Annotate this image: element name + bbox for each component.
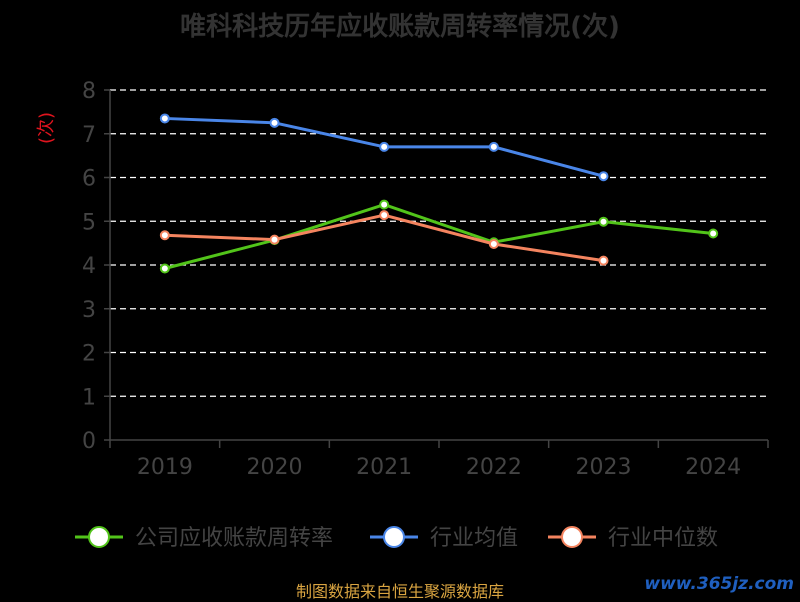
data-point[interactable]	[159, 113, 170, 124]
legend-item[interactable]: 公司应收账款周转率	[75, 526, 333, 551]
data-point[interactable]	[598, 216, 609, 227]
legend-item[interactable]: 行业均值	[370, 526, 518, 551]
series-group	[159, 113, 609, 182]
x-tick-label: 2019	[137, 455, 193, 480]
series-line	[164, 203, 714, 270]
y-tick-label: 3	[82, 298, 96, 323]
legend: 公司应收账款周转率 行业均值 行业中位数	[75, 526, 718, 551]
y-tick-label: 2	[82, 342, 96, 367]
x-tick-labels: 2019 2020 2021 2022 2023 2024	[137, 455, 741, 480]
y-tick-label: 8	[82, 79, 96, 104]
data-point[interactable]	[269, 234, 280, 245]
data-point[interactable]	[269, 117, 280, 128]
legend-marker	[383, 526, 405, 548]
axes	[104, 89, 769, 448]
legend-label: 行业均值	[430, 526, 518, 551]
y-tick-label: 7	[82, 123, 96, 148]
data-point[interactable]	[159, 230, 170, 241]
chart-title: 唯科科技历年应收账款周转率情况(次)	[180, 12, 620, 42]
y-tick-label: 4	[82, 254, 96, 279]
data-point[interactable]	[488, 239, 499, 249]
legend-marker	[88, 526, 110, 548]
data-point[interactable]	[598, 171, 609, 182]
y-tick-labels: 0 1 2 3 4 5 6 7 8	[82, 79, 96, 454]
data-point[interactable]	[598, 255, 609, 266]
data-source-note: 制图数据来自恒生聚源数据库	[295, 582, 504, 601]
x-tick-label: 2023	[576, 455, 632, 480]
x-tick-label: 2020	[247, 455, 303, 480]
y-tick-label: 6	[82, 167, 96, 192]
data-point[interactable]	[379, 199, 390, 210]
y-tick-label: 1	[82, 385, 96, 410]
x-tick-label: 2022	[466, 455, 522, 480]
series-lines	[159, 113, 719, 274]
data-point[interactable]	[379, 210, 390, 221]
y-tick-label: 5	[82, 210, 96, 235]
legend-label: 行业中位数	[608, 526, 718, 551]
series-group	[159, 210, 609, 266]
legend-label: 公司应收账款周转率	[135, 526, 333, 551]
x-tick-label: 2021	[356, 455, 412, 480]
grid-lines	[110, 89, 768, 397]
data-point[interactable]	[159, 263, 170, 274]
x-tick-label: 2024	[685, 455, 741, 480]
series-line	[164, 213, 604, 263]
data-point[interactable]	[379, 141, 390, 152]
data-point[interactable]	[488, 141, 499, 152]
series-group	[159, 199, 719, 274]
watermark: www.365jz.com	[644, 574, 794, 594]
y-axis-label: (次)	[36, 112, 57, 144]
data-point[interactable]	[708, 228, 719, 239]
legend-item[interactable]: 行业中位数	[548, 526, 718, 551]
y-tick-label: 0	[82, 429, 96, 454]
legend-marker	[561, 526, 583, 548]
